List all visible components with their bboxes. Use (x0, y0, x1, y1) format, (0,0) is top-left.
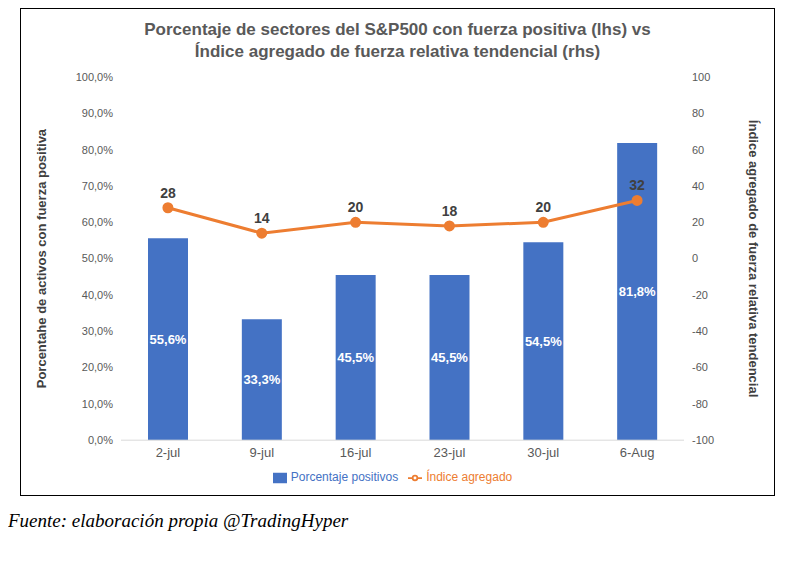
html-text:Índice agregado: Índice agregado (426, 470, 513, 485)
svg-text:20: 20 (348, 199, 364, 215)
html-text:Fuente: elaboración propia @Tr: Fuente: elaboración propia @TradingHyper (8, 510, 349, 531)
svg-text:45,5%: 45,5% (431, 350, 468, 365)
svg-text:40,0%: 40,0% (82, 289, 113, 301)
svg-text:33,3%: 33,3% (243, 372, 280, 387)
svg-text:-40: -40 (692, 325, 708, 337)
svg-text:Índice agregado de fuerza rela: Índice agregado de fuerza relativa tende… (746, 120, 761, 397)
svg-text:81,8%: 81,8% (619, 284, 656, 299)
svg-text:6-Aug: 6-Aug (620, 445, 655, 460)
svg-text:80: 80 (692, 107, 704, 119)
svg-text:30,0%: 30,0% (82, 325, 113, 337)
svg-text:14: 14 (254, 210, 270, 226)
svg-text:Porcentahe de activos con fuer: Porcentahe de activos con fuerza positiv… (34, 128, 49, 388)
svg-text:90,0%: 90,0% (82, 107, 113, 119)
svg-text:20,0%: 20,0% (82, 361, 113, 373)
svg-text:100,0%: 100,0% (76, 71, 114, 83)
html-text:Porcentaje positivos: Porcentaje positivos (290, 470, 399, 485)
svg-text:-60: -60 (692, 361, 708, 373)
svg-text:70,0%: 70,0% (82, 180, 113, 192)
svg-text:60: 60 (692, 144, 704, 156)
svg-text:80,0%: 80,0% (82, 144, 113, 156)
svg-text:-100: -100 (692, 434, 714, 446)
svg-text:-80: -80 (692, 398, 708, 410)
html-text:Porcentaje de sectores del S&P: Porcentaje de sectores del S&P500 con fu… (144, 20, 651, 61)
svg-text:16-jul: 16-jul (340, 445, 372, 460)
svg-text:28: 28 (160, 185, 176, 201)
svg-text:45,5%: 45,5% (337, 350, 374, 365)
svg-text:55,6%: 55,6% (150, 332, 187, 347)
svg-text:20: 20 (535, 199, 551, 215)
svg-text:2-jul: 2-jul (156, 445, 181, 460)
svg-text:20: 20 (692, 216, 704, 228)
svg-text:0,0%: 0,0% (88, 434, 113, 446)
svg-text:50,0%: 50,0% (82, 252, 113, 264)
svg-text:54,5%: 54,5% (525, 334, 562, 349)
svg-text:60,0%: 60,0% (82, 216, 113, 228)
svg-text:100: 100 (692, 71, 710, 83)
svg-text:40: 40 (692, 180, 704, 192)
svg-text:30-jul: 30-jul (527, 445, 559, 460)
svg-text:9-jul: 9-jul (249, 445, 274, 460)
svg-text:-20: -20 (692, 289, 708, 301)
svg-text:18: 18 (442, 203, 458, 219)
svg-text:32: 32 (629, 177, 645, 193)
svg-text:0: 0 (692, 252, 698, 264)
svg-text:23-jul: 23-jul (434, 445, 466, 460)
svg-text:10,0%: 10,0% (82, 398, 113, 410)
